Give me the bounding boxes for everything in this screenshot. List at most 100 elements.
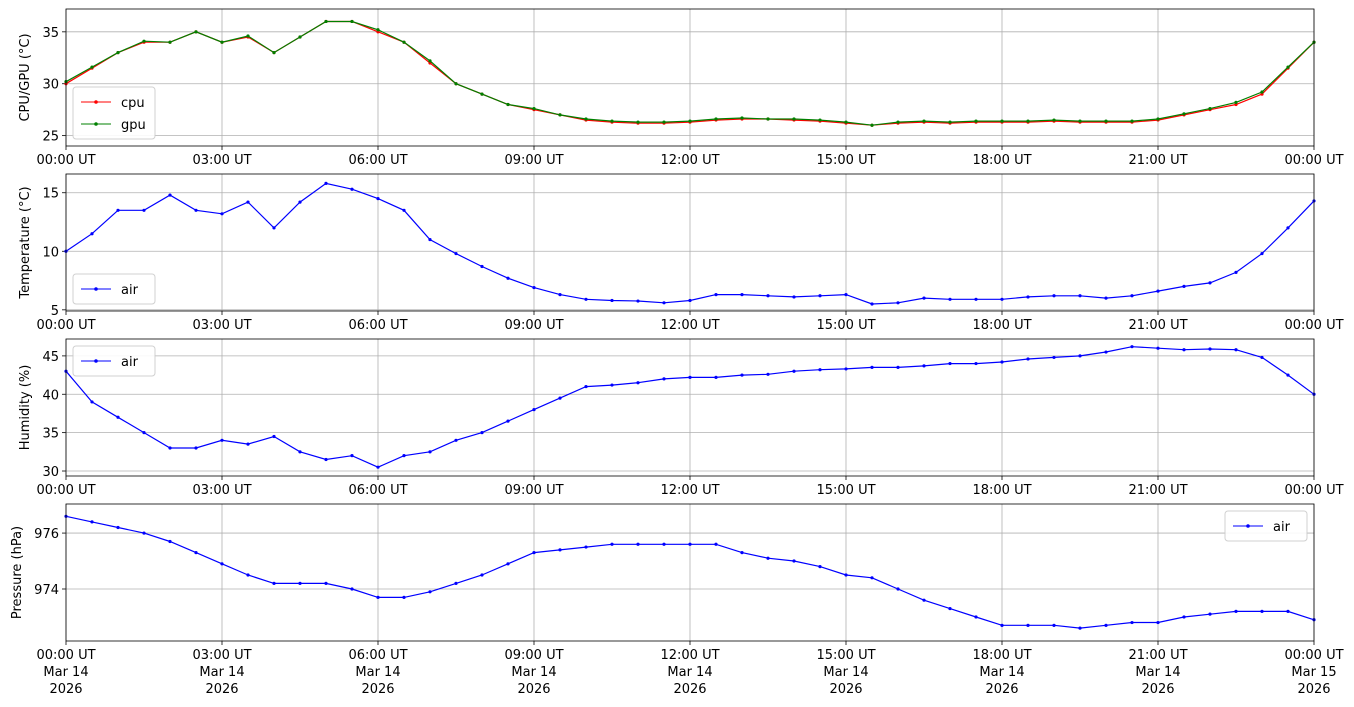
data-point <box>870 302 874 306</box>
data-point <box>974 361 978 366</box>
data-point <box>818 565 822 569</box>
data-point <box>688 375 692 379</box>
y-tick-label: 40 <box>42 388 59 403</box>
y-tick-label: 5 <box>51 304 59 319</box>
data-point <box>1000 297 1004 301</box>
axes-frame <box>65 338 1315 477</box>
x-tick-label: 12:00 UT <box>660 153 719 168</box>
x-tick-label: 21:00 UT <box>1128 318 1187 333</box>
data-point <box>636 381 640 385</box>
data-point <box>1182 615 1186 619</box>
data-point <box>714 293 718 297</box>
data-point <box>896 301 900 305</box>
data-point <box>168 446 172 450</box>
data-point <box>792 117 796 121</box>
data-point <box>324 581 328 586</box>
data-point <box>896 365 900 369</box>
axes-frame <box>65 173 1315 312</box>
data-point <box>350 454 354 458</box>
legend-marker <box>94 287 98 291</box>
data-point <box>662 301 666 305</box>
data-point <box>532 285 536 290</box>
x-tick-label: 00:00 UT <box>36 318 95 333</box>
data-point <box>90 65 94 69</box>
x-tick-label: 15:00 UT <box>816 318 875 333</box>
data-point <box>506 276 510 280</box>
x-tick-label: 03:00 UT <box>192 153 251 168</box>
data-point <box>740 293 744 297</box>
x-tick-label: 21:00 UT <box>1128 153 1187 168</box>
data-point <box>974 297 978 301</box>
data-point <box>1208 612 1212 616</box>
data-point <box>142 531 146 535</box>
data-point <box>1156 346 1160 350</box>
data-point <box>90 520 94 524</box>
data-point <box>142 431 146 435</box>
data-point <box>376 595 380 599</box>
data-point <box>402 595 406 599</box>
data-point <box>1078 354 1082 358</box>
data-point <box>948 606 952 611</box>
data-point <box>428 237 432 242</box>
subplot: 5 10 15 00:00 UT 03:00 UT 06:00 UT 09:00 UT 12:… <box>18 173 1344 333</box>
y-axis-label: Humidity (%) <box>18 365 33 451</box>
data-point <box>142 39 146 43</box>
data-point <box>168 539 172 544</box>
data-point <box>246 34 250 38</box>
data-point <box>844 120 848 124</box>
data-point <box>1286 65 1290 69</box>
data-point <box>116 415 120 419</box>
data-point <box>1260 252 1264 256</box>
y-axis-label: Temperature (°C) <box>18 186 33 299</box>
data-point <box>584 545 588 549</box>
data-point <box>220 438 224 442</box>
data-point <box>740 116 744 120</box>
legend-marker <box>94 122 98 126</box>
x-tick-label: 00:00 UT <box>36 153 95 168</box>
y-axis-label: CPU/GPU (°C) <box>18 33 33 121</box>
subplot: 30 35 40 45 00:00 UT 03:00 UT 06:00 UT 09:00 UT… <box>18 338 1344 498</box>
data-point <box>480 264 484 269</box>
x-tick-label: 06:00 UT <box>348 483 407 498</box>
data-point <box>480 431 484 435</box>
data-point <box>298 35 302 39</box>
data-point <box>350 187 354 191</box>
data-point <box>1234 270 1238 274</box>
data-point <box>246 200 250 204</box>
data-point <box>636 542 640 546</box>
data-point <box>376 465 380 469</box>
data-point <box>584 117 588 121</box>
data-point <box>1260 90 1264 94</box>
data-point <box>194 446 198 450</box>
data-point <box>116 50 120 55</box>
data-point <box>792 559 796 563</box>
data-point <box>428 59 432 63</box>
data-point <box>324 181 328 185</box>
x-tick-label: 15:00 UT <box>816 483 875 498</box>
data-point <box>636 299 640 303</box>
data-point <box>298 200 302 204</box>
data-point <box>1260 355 1264 360</box>
data-point <box>740 551 744 555</box>
data-point <box>532 551 536 555</box>
data-point <box>896 587 900 591</box>
x-tick-label: 21:00 UT <box>1128 483 1187 498</box>
data-point <box>402 454 406 458</box>
data-point <box>1026 295 1030 299</box>
data-point <box>376 196 380 201</box>
data-point <box>220 562 224 566</box>
legend-label: gpu <box>121 118 146 133</box>
data-point <box>298 450 302 454</box>
y-tick-label: 976 <box>34 527 59 542</box>
data-point <box>220 212 224 216</box>
data-point <box>610 298 614 303</box>
data-point <box>922 119 926 123</box>
axes-frame <box>65 503 1315 642</box>
x-tick-label: 00:00 UT <box>1284 318 1343 333</box>
x-tick-label: 06:00 UT Mar 14 2026 <box>348 648 407 697</box>
data-point <box>662 377 666 381</box>
data-point <box>1182 284 1186 289</box>
data-point <box>1286 609 1290 613</box>
y-tick-label: 15 <box>42 187 59 202</box>
data-point <box>922 296 926 300</box>
